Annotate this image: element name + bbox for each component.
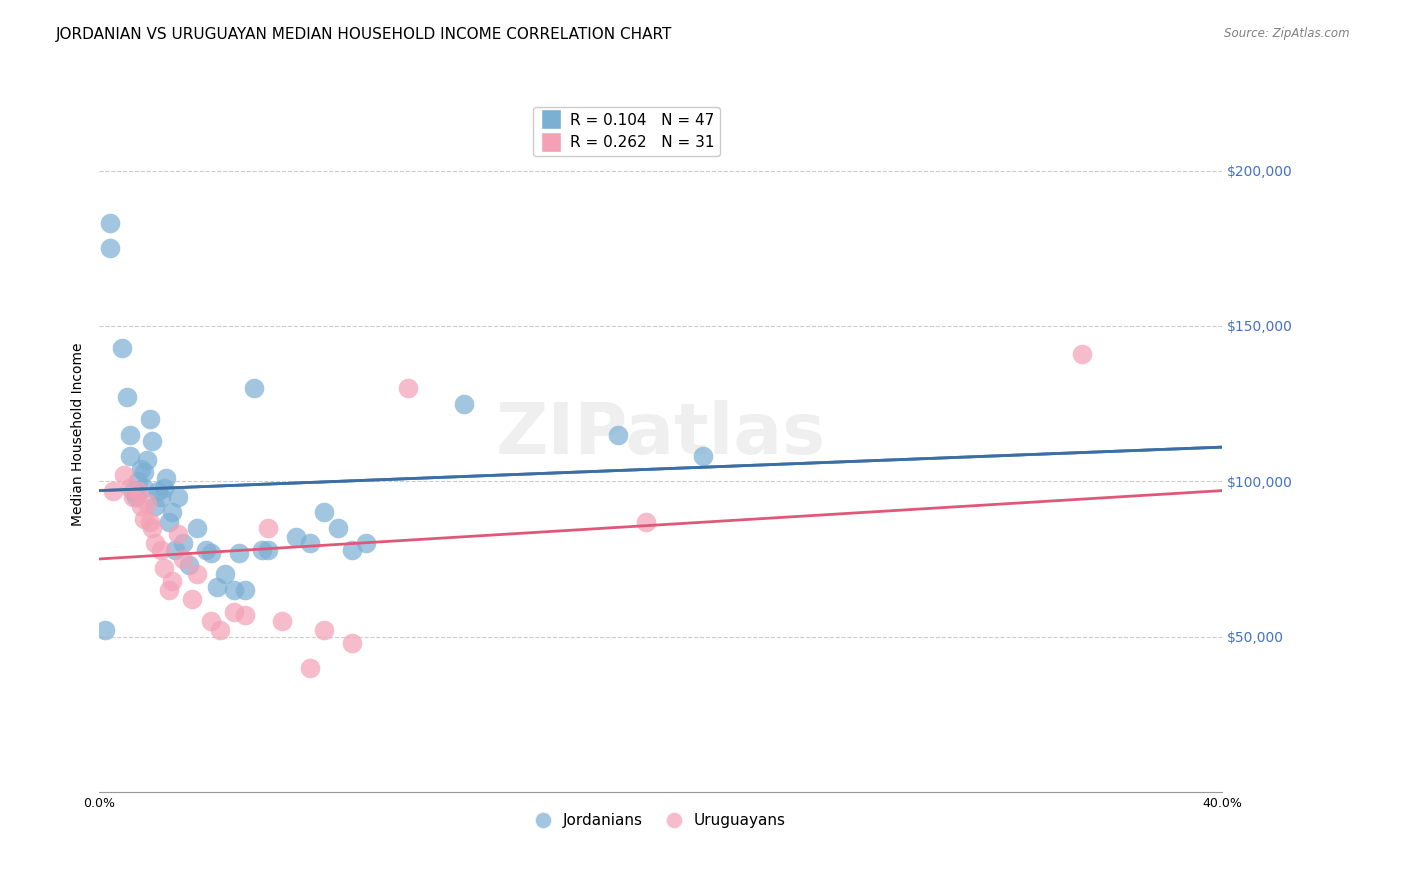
Point: [194, 542, 217, 557]
Point: [340, 542, 363, 557]
Point: [298, 536, 321, 550]
Point: [233, 607, 256, 622]
Point: [121, 483, 143, 498]
Point: [112, 468, 135, 483]
Point: [228, 546, 250, 560]
Point: [115, 391, 138, 405]
Point: [98, 217, 121, 231]
Point: [132, 481, 155, 495]
Point: [214, 567, 236, 582]
Point: [256, 521, 278, 535]
Point: [607, 427, 630, 442]
Point: [312, 624, 335, 638]
Point: [146, 483, 169, 498]
Point: [453, 397, 475, 411]
Point: [636, 515, 658, 529]
Point: [172, 552, 194, 566]
Point: [132, 465, 155, 479]
Point: [98, 241, 121, 255]
Point: [143, 536, 166, 550]
Point: [326, 521, 349, 535]
Point: [186, 521, 208, 535]
Point: [312, 505, 335, 519]
Point: [118, 450, 141, 464]
Point: [200, 614, 222, 628]
Point: [233, 582, 256, 597]
Point: [121, 490, 143, 504]
Legend: Jordanians, Uruguayans: Jordanians, Uruguayans: [530, 807, 792, 834]
Point: [692, 450, 714, 464]
Point: [135, 496, 157, 510]
Point: [298, 661, 321, 675]
Point: [110, 341, 132, 355]
Point: [93, 624, 115, 638]
Point: [354, 536, 377, 550]
Point: [157, 582, 180, 597]
Point: [138, 412, 160, 426]
Point: [149, 542, 172, 557]
Point: [157, 515, 180, 529]
Point: [132, 511, 155, 525]
Point: [141, 521, 163, 535]
Point: [124, 490, 146, 504]
Point: [141, 434, 163, 448]
Point: [155, 471, 177, 485]
Point: [143, 499, 166, 513]
Point: [242, 381, 264, 395]
Point: [205, 580, 228, 594]
Y-axis label: Median Household Income: Median Household Income: [72, 343, 86, 526]
Point: [166, 490, 188, 504]
Point: [118, 427, 141, 442]
Point: [186, 567, 208, 582]
Point: [180, 592, 202, 607]
Point: [208, 624, 231, 638]
Point: [160, 574, 183, 588]
Point: [284, 530, 307, 544]
Point: [222, 605, 245, 619]
Point: [200, 546, 222, 560]
Point: [166, 527, 188, 541]
Point: [1070, 347, 1092, 361]
Point: [172, 536, 194, 550]
Point: [163, 542, 186, 557]
Point: [129, 462, 152, 476]
Point: [160, 505, 183, 519]
Text: JORDANIAN VS URUGUAYAN MEDIAN HOUSEHOLD INCOME CORRELATION CHART: JORDANIAN VS URUGUAYAN MEDIAN HOUSEHOLD …: [56, 27, 672, 42]
Point: [138, 515, 160, 529]
Text: ZIPatlas: ZIPatlas: [495, 401, 825, 469]
Point: [127, 483, 149, 498]
Point: [118, 481, 141, 495]
Point: [222, 582, 245, 597]
Point: [127, 475, 149, 489]
Point: [152, 561, 174, 575]
Point: [250, 542, 273, 557]
Point: [135, 452, 157, 467]
Point: [152, 481, 174, 495]
Point: [129, 499, 152, 513]
Point: [177, 558, 200, 573]
Text: Source: ZipAtlas.com: Source: ZipAtlas.com: [1225, 27, 1350, 40]
Point: [340, 636, 363, 650]
Point: [256, 542, 278, 557]
Point: [270, 614, 292, 628]
Point: [396, 381, 419, 395]
Point: [149, 490, 172, 504]
Point: [101, 483, 124, 498]
